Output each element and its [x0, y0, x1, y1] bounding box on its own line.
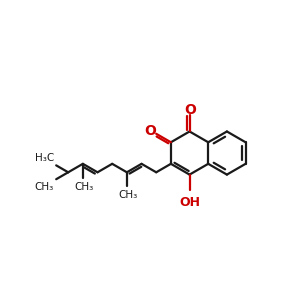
Text: H₃C: H₃C	[34, 153, 54, 163]
Text: O: O	[144, 124, 156, 138]
Text: CH₃: CH₃	[34, 182, 54, 191]
Text: O: O	[184, 103, 196, 117]
Text: CH₃: CH₃	[118, 190, 137, 200]
Text: OH: OH	[179, 196, 200, 209]
Text: CH₃: CH₃	[74, 182, 93, 191]
